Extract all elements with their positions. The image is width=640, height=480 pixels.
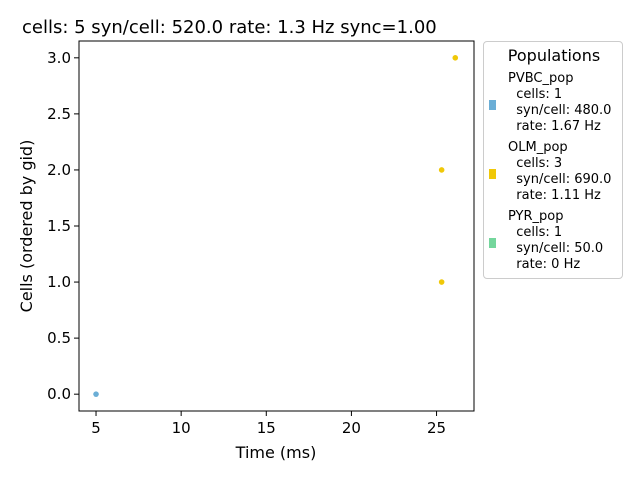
y-tick-label: 0.5: [47, 329, 71, 347]
y-tick-label: 1.5: [47, 217, 71, 235]
legend-swatch-olm: [489, 169, 496, 179]
legend-name-pyr: PYR_pop: [508, 209, 564, 224]
legend-detail-pvbc: cells: 1 syn/cell: 480.0 rate: 1.67 Hz: [516, 87, 612, 134]
spike-point-olm_pop: [438, 167, 445, 173]
y-tick-label: 2.0: [47, 161, 71, 179]
x-axis-label: Time (ms): [235, 443, 317, 462]
chart-title: cells: 5 syn/cell: 520.0 rate: 1.3 Hz sy…: [22, 17, 437, 38]
spike-point-pvbc_pop: [93, 391, 99, 397]
x-tick-label: 20: [342, 419, 361, 437]
x-tick-label: 5: [91, 419, 101, 437]
legend-title: Populations: [507, 46, 601, 65]
legend-swatch-pvbc: [489, 100, 496, 110]
legend: Populations PVBC_pop cells: 1 syn/cell: …: [483, 41, 623, 279]
y-tick-label: 3.0: [47, 49, 71, 67]
spike-point-olm_pop: [452, 55, 459, 61]
x-tick-label: 15: [257, 419, 276, 437]
x-tick-label: 25: [427, 419, 446, 437]
y-axis-label: Cells (ordered by gid): [17, 140, 36, 313]
plot-area: [78, 40, 475, 412]
spike-point-olm_pop: [438, 279, 445, 285]
y-tick-label: 2.5: [47, 105, 71, 123]
legend-detail-olm: cells: 3 syn/cell: 690.0 rate: 1.11 Hz: [516, 156, 612, 203]
y-tick-label: 1.0: [47, 273, 71, 291]
x-tick-label: 10: [172, 419, 191, 437]
legend-detail-pyr: cells: 1 syn/cell: 50.0 rate: 0 Hz: [516, 225, 604, 272]
legend-name-olm: OLM_pop: [508, 140, 568, 155]
legend-swatch-pyr: [489, 238, 496, 248]
legend-name-pvbc: PVBC_pop: [508, 71, 574, 86]
y-tick-label: 0.0: [47, 385, 71, 403]
